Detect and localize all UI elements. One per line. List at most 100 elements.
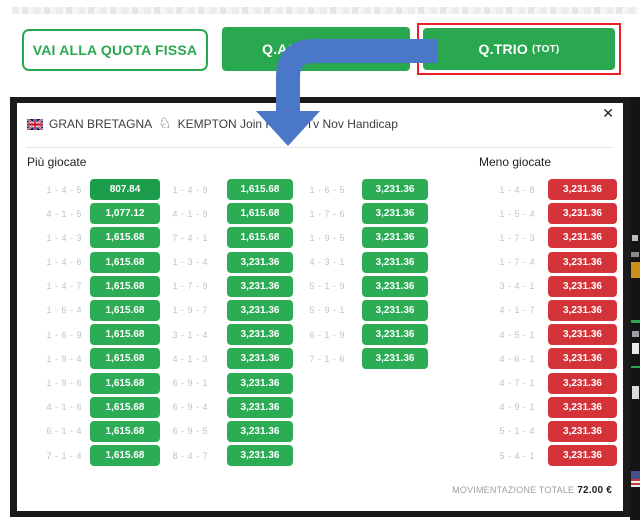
odds-column-4: 1 - 4 - 8 3,231.36 1 - 5 - 4 3,231.36 1 - 7 … bbox=[491, 179, 617, 469]
odds-row: 1 - 4 - 6 1,615.68 bbox=[38, 251, 160, 273]
odds-row: 7 - 1 - 6 3,231.36 bbox=[301, 348, 428, 370]
odds-row: 4 - 1 - 7 3,231.36 bbox=[491, 299, 617, 321]
combination-label: 6 - 9 - 1 bbox=[172, 378, 208, 388]
odds-button[interactable]: 1,615.68 bbox=[227, 203, 293, 225]
odds-button[interactable]: 3,231.36 bbox=[227, 299, 293, 321]
combination-label: 1 - 4 - 9 bbox=[172, 184, 208, 195]
odds-button[interactable]: 3,231.36 bbox=[227, 420, 293, 442]
race-name: KEMPTON Join Racing Tv Nov Handicap bbox=[177, 117, 398, 131]
odds-button[interactable]: 1,615.68 bbox=[227, 227, 293, 249]
odds-row: 1 - 9 - 6 1,615.68 bbox=[38, 372, 160, 394]
odds-button[interactable]: 3,231.36 bbox=[362, 299, 428, 321]
odds-button[interactable]: 3,231.36 bbox=[548, 299, 617, 321]
odds-row: 4 - 3 - 1 3,231.36 bbox=[301, 251, 428, 273]
odds-button[interactable]: 3,231.36 bbox=[227, 251, 293, 273]
background-page-fragment bbox=[632, 235, 638, 241]
combination-label: 8 - 4 - 7 bbox=[172, 450, 208, 461]
background-page-sliver bbox=[630, 97, 640, 520]
odds-button[interactable]: 3,231.36 bbox=[227, 396, 293, 418]
combination-label: 1 - 9 - 6 bbox=[46, 378, 82, 388]
odds-button[interactable]: 3,231.36 bbox=[548, 324, 617, 346]
odds-button[interactable]: 1,615.68 bbox=[90, 324, 160, 346]
odds-button[interactable]: 3,231.36 bbox=[227, 372, 293, 394]
odds-button[interactable]: 1,615.68 bbox=[90, 372, 160, 394]
total-movement-value: 72.00 € bbox=[577, 485, 612, 496]
trio-button[interactable]: Q.TRIO (TOT) bbox=[423, 28, 615, 70]
close-icon[interactable]: ✕ bbox=[602, 105, 614, 121]
combination-label: 1 - 9 - 5 bbox=[309, 232, 345, 243]
odds-button[interactable]: 3,231.36 bbox=[362, 179, 428, 200]
combination-label: 1 - 7 - 3 bbox=[499, 232, 535, 243]
odds-button[interactable]: 1,615.68 bbox=[90, 420, 160, 442]
odds-button[interactable]: 807.84 bbox=[90, 179, 160, 200]
odds-column-3: 1 - 6 - 5 3,231.36 1 - 7 - 6 3,231.36 1 - 9 … bbox=[301, 179, 428, 373]
odds-button[interactable]: 3,231.36 bbox=[362, 324, 428, 346]
odds-button[interactable]: 1,615.68 bbox=[90, 227, 160, 249]
total-movement: MOVIMENTAZIONE TOTALE 72.00 € bbox=[452, 485, 612, 496]
odds-button[interactable]: 3,231.36 bbox=[227, 445, 293, 467]
odds-button[interactable]: 3,231.36 bbox=[548, 372, 617, 394]
odds-button[interactable]: 3,231.36 bbox=[548, 420, 617, 442]
odds-row: 4 - 1 - 6 1,615.68 bbox=[38, 396, 160, 418]
odds-button[interactable]: 3,231.36 bbox=[227, 324, 293, 346]
background-page-fragment bbox=[632, 386, 639, 399]
trio-button-label: Q.TRIO bbox=[478, 41, 528, 57]
background-page-fragment bbox=[632, 343, 639, 354]
background-page-fragment bbox=[631, 366, 640, 368]
odds-button[interactable]: 1,615.68 bbox=[90, 396, 160, 418]
combination-label: 1 - 7 - 6 bbox=[309, 208, 345, 219]
country-label: GRAN BRETAGNA bbox=[49, 117, 153, 131]
combination-label: 4 - 1 - 3 bbox=[172, 353, 208, 364]
odds-row: 1 - 4 - 8 3,231.36 bbox=[491, 179, 617, 200]
combination-label: 1 - 3 - 4 bbox=[172, 257, 208, 268]
odds-button[interactable]: 3,231.36 bbox=[548, 445, 617, 467]
combination-label: 1 - 9 - 7 bbox=[172, 305, 208, 316]
combination-label: 3 - 1 - 4 bbox=[172, 329, 208, 340]
horse-icon: ♘ bbox=[158, 115, 172, 132]
odds-row: 5 - 9 - 1 3,231.36 bbox=[301, 299, 428, 321]
odds-button[interactable]: 3,231.36 bbox=[548, 203, 617, 225]
odds-button[interactable]: 3,231.36 bbox=[548, 251, 617, 273]
trio-button-suffix: (TOT) bbox=[531, 43, 560, 55]
odds-button[interactable]: 3,231.36 bbox=[548, 348, 617, 370]
combination-label: 5 - 1 - 9 bbox=[309, 281, 345, 292]
odds-button[interactable]: 3,231.36 bbox=[227, 348, 293, 370]
odds-button[interactable]: 3,231.36 bbox=[362, 348, 428, 370]
combination-label: 1 - 7 - 4 bbox=[499, 257, 535, 268]
odds-button[interactable]: 3,231.36 bbox=[362, 227, 428, 249]
odds-button[interactable]: 1,615.68 bbox=[90, 275, 160, 297]
odds-row: 1 - 9 - 4 1,615.68 bbox=[38, 348, 160, 370]
odds-button[interactable]: 1,615.68 bbox=[90, 299, 160, 321]
combination-label: 1 - 4 - 5 bbox=[46, 184, 82, 195]
odds-button[interactable]: 3,231.36 bbox=[548, 275, 617, 297]
odds-button[interactable]: 1,615.68 bbox=[90, 251, 160, 273]
odds-row: 4 - 5 - 1 3,231.36 bbox=[491, 324, 617, 346]
odds-button[interactable]: 3,231.36 bbox=[362, 251, 428, 273]
odds-button[interactable]: 3,231.36 bbox=[548, 179, 617, 200]
odds-button[interactable]: 1,077.12 bbox=[90, 203, 160, 225]
odds-row: 5 - 4 - 1 3,231.36 bbox=[491, 445, 617, 467]
combination-label: 7 - 1 - 6 bbox=[309, 353, 345, 364]
total-movement-label: MOVIMENTAZIONE TOTALE bbox=[452, 485, 575, 495]
odds-row: 4 - 1 - 9 1,615.68 bbox=[164, 203, 293, 225]
odds-button[interactable]: 3,231.36 bbox=[548, 227, 617, 249]
quota-fissa-button[interactable]: VAI ALLA QUOTA FISSA bbox=[22, 29, 208, 71]
odds-row: 3 - 4 - 1 3,231.36 bbox=[491, 275, 617, 297]
odds-row: 1 - 7 - 4 3,231.36 bbox=[491, 251, 617, 273]
odds-button[interactable]: 1,615.68 bbox=[90, 445, 160, 467]
odds-row: 7 - 4 - 1 1,615.68 bbox=[164, 227, 293, 249]
odds-row: 1 - 3 - 4 3,231.36 bbox=[164, 251, 293, 273]
accoppiata-button[interactable]: Q.ACCOPPIATA bbox=[222, 27, 410, 71]
odds-button[interactable]: 1,615.68 bbox=[90, 348, 160, 370]
odds-button[interactable]: 3,231.36 bbox=[362, 203, 428, 225]
odds-button[interactable]: 1,615.68 bbox=[227, 179, 293, 200]
odds-button[interactable]: 3,231.36 bbox=[227, 275, 293, 297]
combination-label: 4 - 3 - 1 bbox=[309, 257, 345, 268]
combination-label: 4 - 1 - 6 bbox=[46, 402, 82, 413]
odds-row: 1 - 7 - 9 3,231.36 bbox=[164, 275, 293, 297]
combination-label: 6 - 1 - 9 bbox=[309, 329, 345, 340]
combination-label: 1 - 6 - 9 bbox=[46, 329, 82, 340]
odds-button[interactable]: 3,231.36 bbox=[548, 396, 617, 418]
odds-button[interactable]: 3,231.36 bbox=[362, 275, 428, 297]
odds-row: 1 - 9 - 5 3,231.36 bbox=[301, 227, 428, 249]
